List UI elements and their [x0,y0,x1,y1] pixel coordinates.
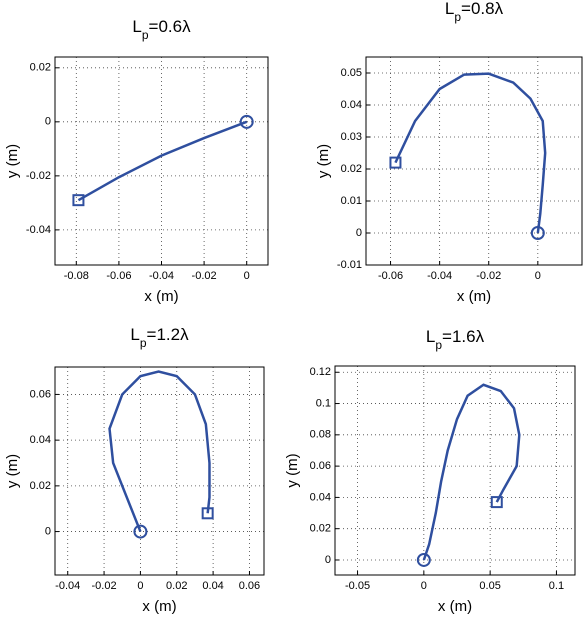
title-main: L [130,325,139,344]
y-tick-label: 0.02 [30,62,51,74]
title-main: L [445,0,454,18]
end-marker [133,524,148,539]
y-axis-label: y (m) [284,453,301,487]
y-tick-label: -0.02 [26,170,51,182]
x-tick-label: 0 [421,580,427,592]
subplot: Lp=1.6λ -0.05 0 0.05 0.1 0 0.02 0.04 0.06 0.08 0.1… [284,327,576,615]
y-axis-label: y (m) [4,454,21,488]
x-tick-label: 0.1 [549,580,564,592]
start-marker [490,496,503,509]
x-tick-label: 0.05 [479,580,500,592]
start-marker [201,507,214,520]
x-axis-label: x (m) [438,598,472,615]
title-main: L [426,327,435,346]
plot-frame [54,56,269,266]
x-tick-label: -0.06 [378,270,403,282]
x-tick-label: 0.04 [202,580,223,592]
y-tick-label: 0 [325,554,331,566]
subplot: Lp=0.8λ -0.06 -0.04 -0.02 0 -0.01 0 0.01 0.02 0.0… [315,0,583,305]
x-tick-label: 0 [535,270,541,282]
y-tick-label: 0.04 [341,99,362,111]
x-tick-label: 0 [137,580,143,592]
x-tick-label: 0.02 [166,580,187,592]
start-marker [389,156,402,169]
title-rest: =1.6λ [442,327,485,346]
title-subscript: p [140,336,147,350]
plot-frame [54,366,265,576]
title-subscript: p [454,10,461,24]
data-line [108,370,211,533]
x-tick-label: -0.08 [64,270,89,282]
subplot-title: Lp=0.8λ [445,0,504,24]
y-tick-label: 0.04 [30,434,51,446]
end-marker [530,226,545,240]
y-tick-label: 0.02 [30,480,51,492]
end-marker [416,552,431,567]
y-tick-label: 0.06 [310,460,331,472]
y-tick-label: 0.04 [310,491,331,503]
y-tick-label: 0.02 [310,523,331,535]
x-axis-label: x (m) [142,598,176,615]
plot-frame [365,56,583,266]
x-tick-label: -0.05 [345,580,370,592]
x-tick-label: -0.04 [149,270,174,282]
x-tick-label: 0.06 [239,580,260,592]
y-tick-label: 0 [45,116,51,128]
start-marker [72,194,85,207]
end-marker [239,114,254,129]
x-tick-label: 0 [244,270,250,282]
y-tick-label: -0.01 [337,259,362,271]
subplot: Lp=0.6λ -0.08 -0.06 -0.04 -0.02 0 -0.04 -0.02 0 0… [4,17,269,305]
x-tick-label: -0.04 [55,580,80,592]
x-axis-label: x (m) [144,288,178,305]
x-tick-label: -0.02 [92,580,117,592]
y-tick-label: -0.04 [26,224,51,236]
x-tick-label: -0.04 [427,270,452,282]
title-rest: =0.6λ [149,17,192,36]
y-tick-label: 0.05 [341,67,362,79]
y-tick-label: 0.06 [30,388,51,400]
x-tick-label: -0.06 [106,270,131,282]
title-subscript: p [435,338,442,352]
title-subscript: p [142,28,149,42]
x-tick-label: -0.02 [476,270,501,282]
data-line [77,120,248,202]
y-tick-label: 0.03 [341,131,362,143]
subplot-title: Lp=1.6λ [426,327,485,352]
x-tick-label: -0.02 [192,270,217,282]
y-tick-label: 0.02 [341,163,362,175]
subplot-title: Lp=0.6λ [132,17,191,42]
y-axis-label: y (m) [315,144,332,178]
y-tick-label: 0.08 [310,429,331,441]
y-tick-label: 0 [45,525,51,537]
y-axis-label: y (m) [4,144,21,178]
title-main: L [132,17,141,36]
title-rest: =1.2λ [147,325,190,344]
x-axis-label: x (m) [457,288,491,305]
title-rest: =0.8λ [461,0,504,18]
subplot: Lp=1.2λ -0.04 -0.02 0 0.02 0.04 0.06 0 0.02 0.04 0… [4,325,265,615]
y-tick-label: 0.1 [316,397,331,409]
y-tick-label: 0.12 [310,366,331,378]
data-line [394,72,547,234]
plot-frame [334,365,576,576]
data-line [422,383,521,561]
y-tick-label: 0 [356,227,362,239]
y-tick-label: 0.01 [341,195,362,207]
subplot-title: Lp=1.2λ [130,325,189,350]
